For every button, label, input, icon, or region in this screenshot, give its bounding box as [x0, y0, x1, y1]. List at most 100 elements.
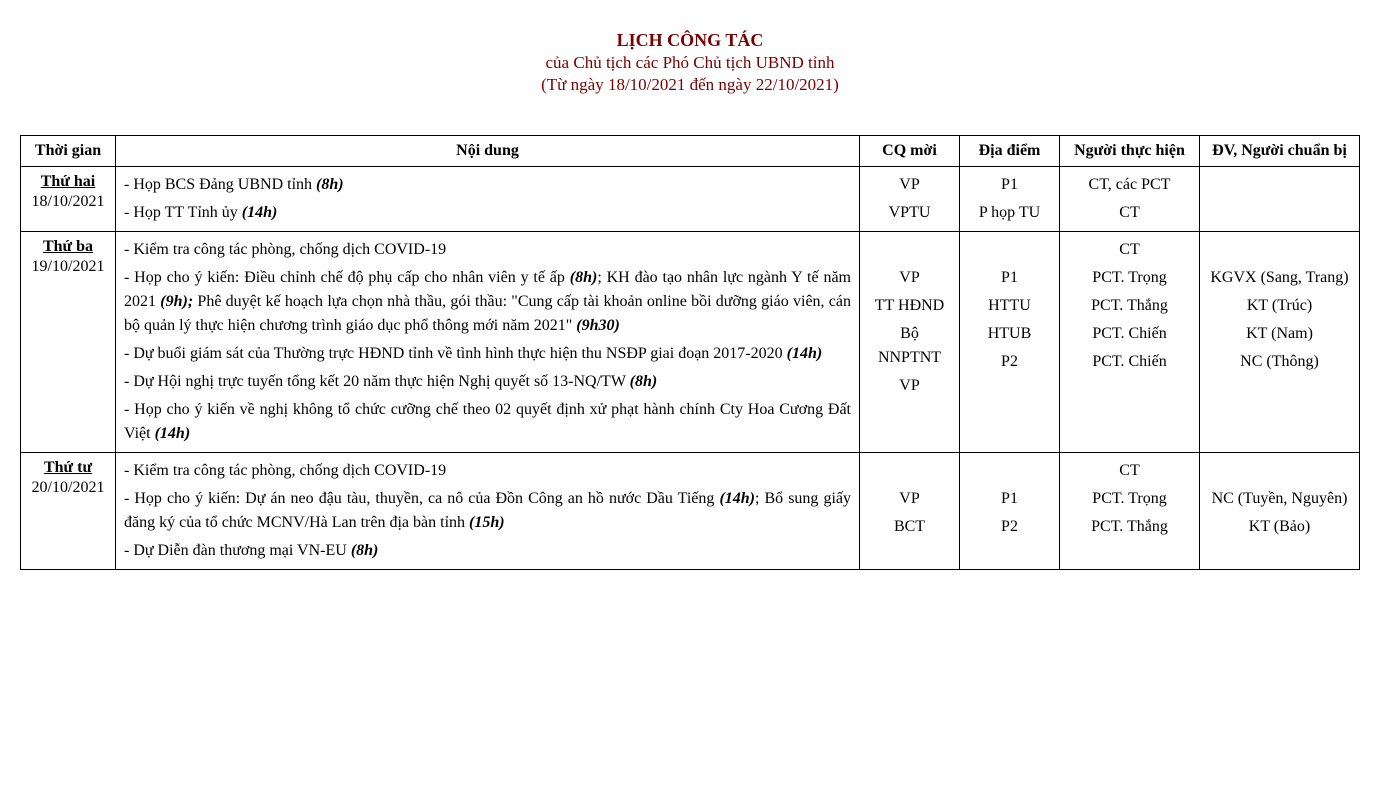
col-header-person: Người thực hiện — [1060, 136, 1200, 167]
person-cell: CT, các PCT CT — [1060, 167, 1200, 232]
document-header: LỊCH CÔNG TÁC của Chủ tịch các Phó Chủ t… — [20, 30, 1360, 95]
prep-value: KT (Bảo) — [1208, 515, 1351, 539]
prep-cell — [1200, 167, 1360, 232]
content-item: - Dự buổi giám sát của Thường trực HĐND … — [124, 342, 851, 366]
prep-cell: KGVX (Sang, Trang)KT (Trúc)KT (Nam)NC (T… — [1200, 232, 1360, 453]
col-header-agency: CQ mời — [860, 136, 960, 167]
content-item: - Dự Hội nghị trực tuyến tổng kết 20 năm… — [124, 370, 851, 394]
agency-cell: VP BCT — [860, 453, 960, 570]
content-cell: - Kiểm tra công tác phòng, chống dịch CO… — [116, 453, 860, 570]
agency-value: VP — [868, 173, 951, 197]
time-cell: Thứ ba 19/10/2021 — [21, 232, 116, 453]
agency-value — [868, 238, 951, 262]
day-name: Thứ ba — [43, 238, 93, 255]
prep-value: NC (Tuyền, Nguyên) — [1208, 487, 1351, 511]
content-time: (8h) — [570, 269, 598, 286]
content-text: Phê duyệt kế hoạch lựa chọn nhà thầu, gó… — [124, 293, 851, 334]
content-time: (14h) — [242, 204, 278, 221]
place-value: HTUB — [968, 322, 1051, 346]
content-text: - Họp TT Tỉnh ủy — [124, 204, 242, 221]
col-header-content: Nội dung — [116, 136, 860, 167]
day-name: Thứ hai — [41, 173, 96, 190]
person-value: PCT. Trọng — [1068, 487, 1191, 511]
col-header-prep: ĐV, Người chuẩn bị — [1200, 136, 1360, 167]
content-time: (15h) — [469, 514, 505, 531]
agency-value: VP — [868, 487, 951, 511]
person-value: CT — [1068, 238, 1191, 262]
content-item: - Dự Diễn đàn thương mại VN-EU (8h) — [124, 539, 851, 563]
agency-cell: VP VPTU — [860, 167, 960, 232]
person-value: PCT. Chiến — [1068, 350, 1191, 374]
day-name: Thứ tư — [44, 459, 92, 476]
content-item: - Họp BCS Đảng UBND tỉnh (8h) — [124, 173, 851, 197]
content-cell: - Họp BCS Đảng UBND tỉnh (8h) - Họp TT Tỉ… — [116, 167, 860, 232]
place-value — [968, 459, 1051, 483]
content-item: - Họp TT Tỉnh ủy (14h) — [124, 201, 851, 225]
place-value: P1 — [968, 173, 1051, 197]
content-text: - Họp cho ý kiến về nghị không tổ chức c… — [124, 401, 851, 442]
place-cell: P1HTTUHTUBP2 — [960, 232, 1060, 453]
place-value — [968, 238, 1051, 262]
content-time: (14h) — [719, 490, 755, 507]
title-main: LỊCH CÔNG TÁC — [20, 30, 1360, 51]
col-header-place: Địa điểm — [960, 136, 1060, 167]
table-row: Thứ ba 19/10/2021 - Kiểm tra công tác phòn… — [21, 232, 1360, 453]
agency-value: VPTU — [868, 201, 951, 225]
schedule-table: Thời gian Nội dung CQ mời Địa điểm Người… — [20, 135, 1360, 570]
content-time: (9h); — [160, 293, 193, 310]
agency-value: BCT — [868, 515, 951, 539]
person-value: PCT. Thắng — [1068, 294, 1191, 318]
agency-cell: VP TT HĐND Bộ NNPTNT VP — [860, 232, 960, 453]
place-value: P2 — [968, 515, 1051, 539]
prep-value — [1208, 459, 1351, 483]
prep-value — [1208, 201, 1351, 225]
person-value: PCT. Chiến — [1068, 322, 1191, 346]
time-cell: Thứ tư 20/10/2021 — [21, 453, 116, 570]
prep-value: KGVX (Sang, Trang) — [1208, 266, 1351, 290]
agency-value: Bộ NNPTNT — [868, 322, 951, 370]
place-value: P2 — [968, 350, 1051, 374]
content-item: - Kiểm tra công tác phòng, chống dịch CO… — [124, 459, 851, 483]
content-time: (8h) — [316, 176, 344, 193]
title-dates: (Từ ngày 18/10/2021 đến ngày 22/10/2021) — [20, 75, 1360, 95]
agency-value: VP — [868, 266, 951, 290]
content-item: - Họp cho ý kiến: Dự án neo đậu tàu, thu… — [124, 487, 851, 535]
person-value: PCT. Thắng — [1068, 515, 1191, 539]
agency-value: TT HĐND — [868, 294, 951, 318]
content-text: - Họp cho ý kiến: Điều chỉnh chế độ phụ … — [124, 269, 570, 286]
content-text: - Kiểm tra công tác phòng, chống dịch CO… — [124, 241, 446, 258]
table-row: Thứ tư 20/10/2021 - Kiểm tra công tác phòn… — [21, 453, 1360, 570]
content-time: (14h) — [155, 425, 191, 442]
content-text: - Dự Diễn đàn thương mại VN-EU — [124, 542, 351, 559]
prep-value — [1208, 238, 1351, 262]
date-text: 18/10/2021 — [29, 193, 107, 211]
person-value: CT, các PCT — [1068, 173, 1191, 197]
date-text: 19/10/2021 — [29, 258, 107, 276]
time-cell: Thứ hai 18/10/2021 — [21, 167, 116, 232]
title-sub: của Chủ tịch các Phó Chủ tịch UBND tỉnh — [20, 53, 1360, 73]
place-value: P1 — [968, 266, 1051, 290]
person-value: CT — [1068, 201, 1191, 225]
content-time: (14h) — [787, 345, 823, 362]
content-item: - Họp cho ý kiến về nghị không tổ chức c… — [124, 398, 851, 446]
table-body: Thứ hai 18/10/2021 - Họp BCS Đảng UBND tỉn… — [21, 167, 1360, 570]
prep-value: KT (Nam) — [1208, 322, 1351, 346]
content-item: - Họp cho ý kiến: Điều chỉnh chế độ phụ … — [124, 266, 851, 338]
content-item: - Kiểm tra công tác phòng, chống dịch CO… — [124, 238, 851, 262]
place-cell: P1 P họp TU — [960, 167, 1060, 232]
date-text: 20/10/2021 — [29, 479, 107, 497]
table-row: Thứ hai 18/10/2021 - Họp BCS Đảng UBND tỉn… — [21, 167, 1360, 232]
prep-value: NC (Thông) — [1208, 350, 1351, 374]
prep-value — [1208, 173, 1351, 197]
agency-value: VP — [868, 374, 951, 398]
place-value: P họp TU — [968, 201, 1051, 225]
person-cell: CTPCT. TrọngPCT. Thắng — [1060, 453, 1200, 570]
content-text: - Họp BCS Đảng UBND tỉnh — [124, 176, 316, 193]
person-cell: CTPCT. TrọngPCT. ThắngPCT. ChiếnPCT. Chi… — [1060, 232, 1200, 453]
content-text: - Dự buổi giám sát của Thường trực HĐND … — [124, 345, 787, 362]
content-text: - Kiểm tra công tác phòng, chống dịch CO… — [124, 462, 446, 479]
agency-value — [868, 459, 951, 483]
content-cell: - Kiểm tra công tác phòng, chống dịch CO… — [116, 232, 860, 453]
place-cell: P1P2 — [960, 453, 1060, 570]
prep-cell: NC (Tuyền, Nguyên) KT (Bảo) — [1200, 453, 1360, 570]
